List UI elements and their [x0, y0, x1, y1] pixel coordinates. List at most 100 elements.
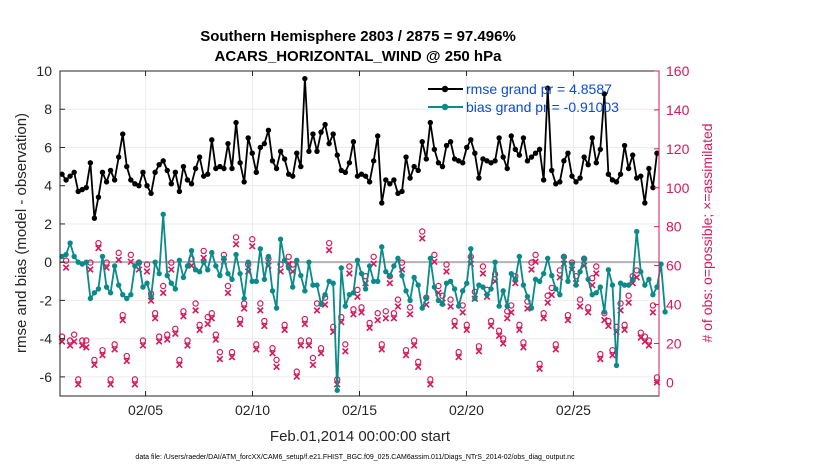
- obs-assimilated-point-stroke: [499, 340, 507, 347]
- obs-assimilated-point-stroke: [228, 353, 236, 361]
- obs-assimilated-point-stroke: [111, 345, 119, 353]
- obs-assimilated-point-stroke: [507, 309, 515, 316]
- obs-assimilated-point-stroke: [143, 268, 151, 275]
- bias-point: [540, 270, 547, 277]
- bias-point: [180, 274, 187, 281]
- rmse-point: [346, 160, 353, 166]
- rmse-point: [492, 158, 498, 164]
- obs-assimilated-point-stroke: [240, 305, 248, 312]
- bias-point: [265, 253, 272, 260]
- rmse-point: [156, 161, 162, 168]
- obs-possible-point: [224, 282, 232, 290]
- rmse-point: [192, 165, 199, 172]
- obs-possible-point: [463, 321, 470, 329]
- obs-possible-point: [91, 356, 98, 364]
- rmse-point: [387, 181, 393, 187]
- rmse-point: [609, 177, 616, 183]
- obs-possible-point: [285, 253, 292, 260]
- obs-assimilated-point-stroke: [394, 303, 402, 310]
- obs-assimilated-point-stroke: [119, 316, 127, 324]
- obs-possible-point: [414, 358, 422, 366]
- bias-point: [229, 276, 235, 283]
- obs-assimilated-point-stroke: [236, 320, 244, 328]
- rmse-point: [383, 177, 389, 183]
- obs-assimilated-point-stroke: [443, 268, 450, 275]
- obs-assimilated-point-stroke: [520, 344, 527, 351]
- obs-assimilated-point-stroke: [495, 332, 503, 340]
- y-axis-right-label: # of obs: o=possible; ×=assimilated: [699, 123, 715, 342]
- bias-point: [423, 295, 429, 302]
- rmse-point: [83, 184, 90, 191]
- bias-point: [411, 274, 417, 281]
- rmse-point: [148, 190, 154, 197]
- obs-possible-point: [378, 341, 385, 348]
- rmse-point: [310, 131, 316, 137]
- rmse-point: [144, 183, 150, 189]
- bias-point: [528, 305, 535, 311]
- rmse-point: [67, 173, 73, 179]
- obs-possible-point: [261, 317, 268, 325]
- bias-point: [464, 280, 470, 286]
- rmse-point: [605, 171, 612, 177]
- rmse-point: [184, 177, 191, 183]
- x-tick-label: 02/10: [235, 402, 270, 418]
- grid-lines: [60, 70, 659, 396]
- bias-point: [553, 286, 559, 292]
- bias-point: [395, 255, 401, 262]
- obs-assimilated-point-stroke: [600, 316, 608, 324]
- rmse-point: [180, 163, 187, 170]
- obs-possible-point: [184, 337, 191, 344]
- rmse-point: [338, 167, 344, 174]
- obs-assimilated-point-stroke: [592, 270, 600, 277]
- bias-point: [168, 280, 175, 286]
- obs-possible-point: [249, 236, 256, 243]
- obs-assimilated-point-stroke: [107, 381, 114, 388]
- bias-point: [431, 284, 438, 290]
- bias-point: [269, 288, 276, 294]
- bias-point: [407, 297, 413, 304]
- rmse-point: [281, 156, 288, 162]
- obs-possible-point: [200, 247, 207, 255]
- rmse-point: [484, 158, 490, 164]
- rmse-point: [294, 150, 300, 156]
- obs-assimilated-point-stroke: [414, 363, 422, 371]
- obs-assimilated-point-stroke: [625, 299, 633, 307]
- legend: rmse grand pr = 4.8587 bias grand pr = -…: [428, 81, 619, 115]
- rmse-point: [172, 169, 179, 176]
- bias-point: [419, 305, 425, 311]
- bias-point: [605, 267, 612, 273]
- chart-title-line1: Southern Hemisphere 2803 / 2875 = 97.496…: [200, 28, 516, 45]
- obs-assimilated-point-stroke: [99, 351, 106, 359]
- bias-point: [492, 259, 498, 265]
- obs-assimilated-point-stroke: [540, 314, 548, 322]
- obs-assimilated-point-stroke: [402, 351, 410, 359]
- obs-possible-point: [419, 228, 426, 235]
- legend-rmse-marker: [441, 85, 449, 93]
- rmse-point: [63, 177, 69, 183]
- bias-point: [245, 259, 251, 265]
- rmse-point: [569, 173, 575, 179]
- obs-assimilated-point-stroke: [621, 326, 628, 334]
- rmse-point: [565, 150, 571, 156]
- rmse-point: [415, 167, 421, 174]
- obs-assimilated-point-stroke: [564, 316, 572, 324]
- y-right-tick-label: 0: [666, 374, 674, 390]
- obs-assimilated-point-stroke: [256, 307, 264, 314]
- obs-assimilated-point-stroke: [147, 297, 155, 305]
- bias-point: [205, 267, 211, 273]
- rmse-point: [573, 179, 579, 185]
- bias-point: [646, 276, 652, 283]
- obs-assimilated-point-stroke: [70, 338, 78, 345]
- bias-point: [524, 293, 531, 300]
- rmse-point: [115, 154, 122, 160]
- rmse-point: [176, 188, 183, 195]
- rmse-point: [480, 156, 486, 162]
- rmse-point: [504, 165, 510, 172]
- bias-point: [370, 278, 377, 284]
- bias-point: [544, 255, 551, 262]
- obs-possible-point: [273, 356, 280, 364]
- bias-point: [144, 280, 150, 286]
- bias-point: [128, 291, 134, 298]
- rmse-point: [476, 175, 482, 181]
- bias-point: [476, 282, 482, 288]
